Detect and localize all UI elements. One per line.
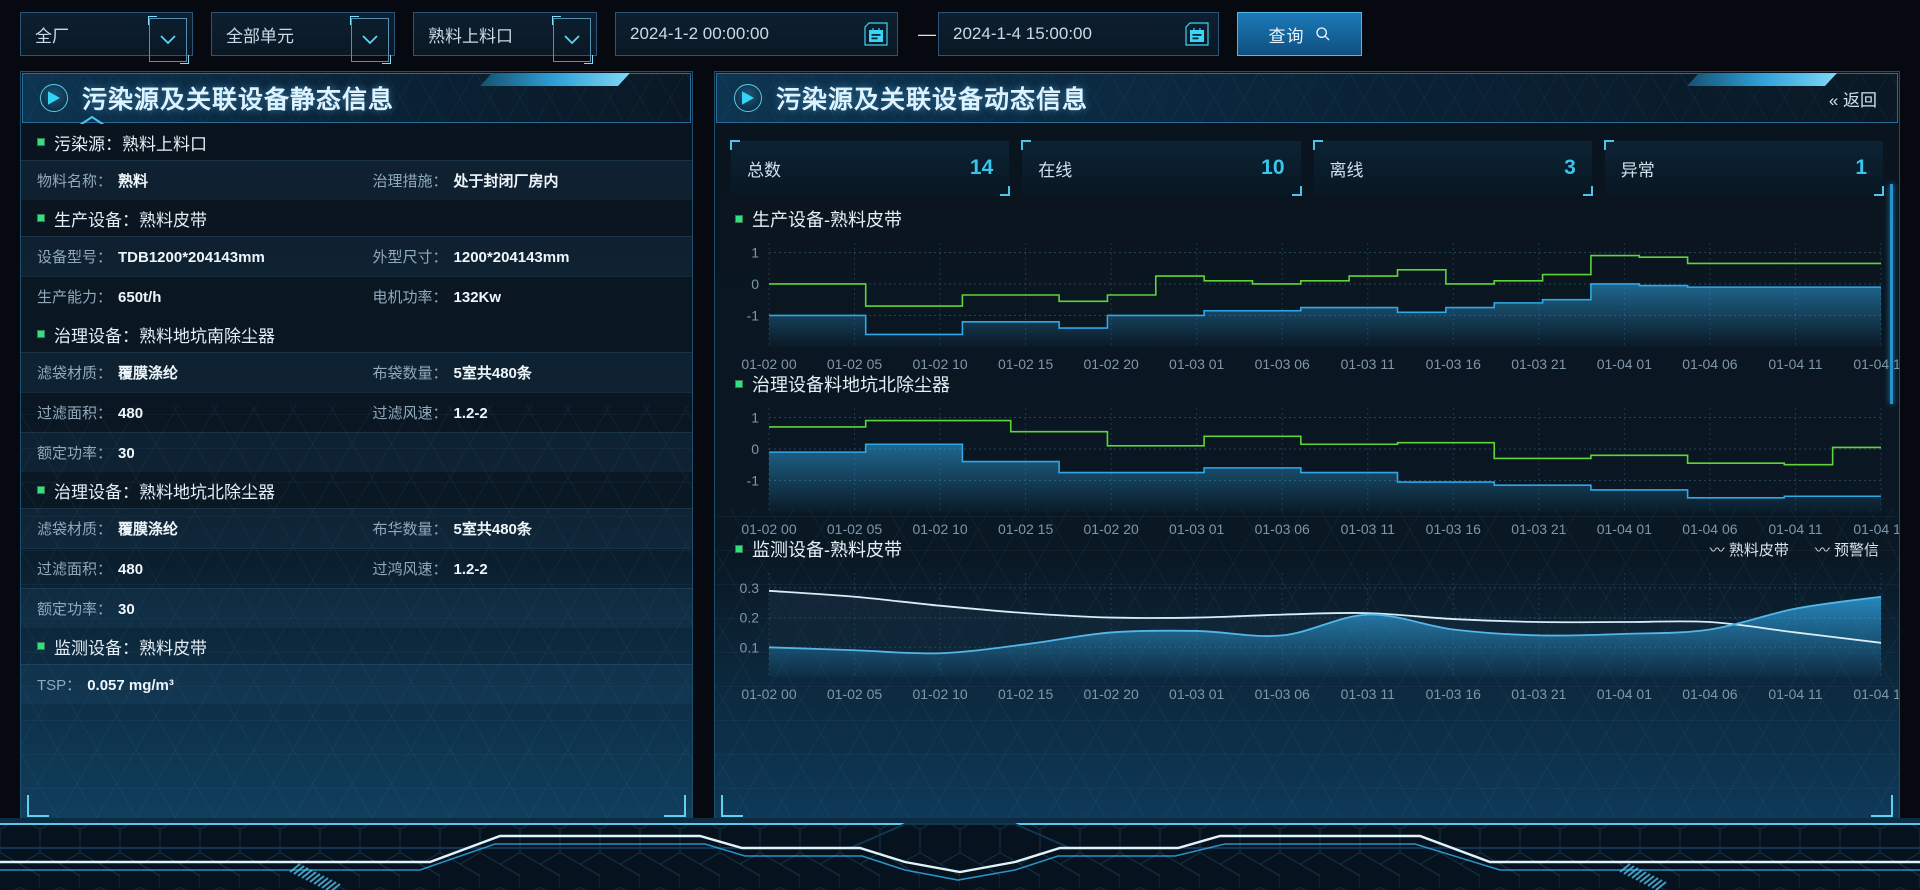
svg-text:-1: -1 <box>747 307 760 323</box>
svg-text:-1: -1 <box>747 472 760 488</box>
svg-text:01-04 15: 01-04 15 <box>1853 686 1899 702</box>
svg-text:0.1: 0.1 <box>740 639 760 655</box>
svg-text:01-03 16: 01-03 16 <box>1426 686 1481 702</box>
svg-text:1: 1 <box>751 409 759 425</box>
svg-text:01-03 11: 01-03 11 <box>1341 686 1395 702</box>
svg-text:1: 1 <box>751 244 759 260</box>
svg-text:0.3: 0.3 <box>740 580 760 596</box>
svg-text:01-02 20: 01-02 20 <box>1084 686 1139 702</box>
svg-text:01-03 21: 01-03 21 <box>1511 686 1566 702</box>
svg-text:0: 0 <box>751 441 759 457</box>
svg-text:01-03 06: 01-03 06 <box>1255 686 1310 702</box>
svg-text:01-04 06: 01-04 06 <box>1682 686 1737 702</box>
svg-text:01-02 10: 01-02 10 <box>912 686 967 702</box>
svg-text:01-02 05: 01-02 05 <box>827 686 882 702</box>
svg-text:01-04 11: 01-04 11 <box>1768 686 1822 702</box>
svg-text:0.2: 0.2 <box>740 610 760 626</box>
svg-text:01-04 01: 01-04 01 <box>1597 686 1652 702</box>
svg-text:01-02 00: 01-02 00 <box>741 686 796 702</box>
svg-text:01-03 01: 01-03 01 <box>1169 686 1224 702</box>
svg-text:0: 0 <box>751 276 759 292</box>
svg-text:01-02 15: 01-02 15 <box>998 686 1053 702</box>
